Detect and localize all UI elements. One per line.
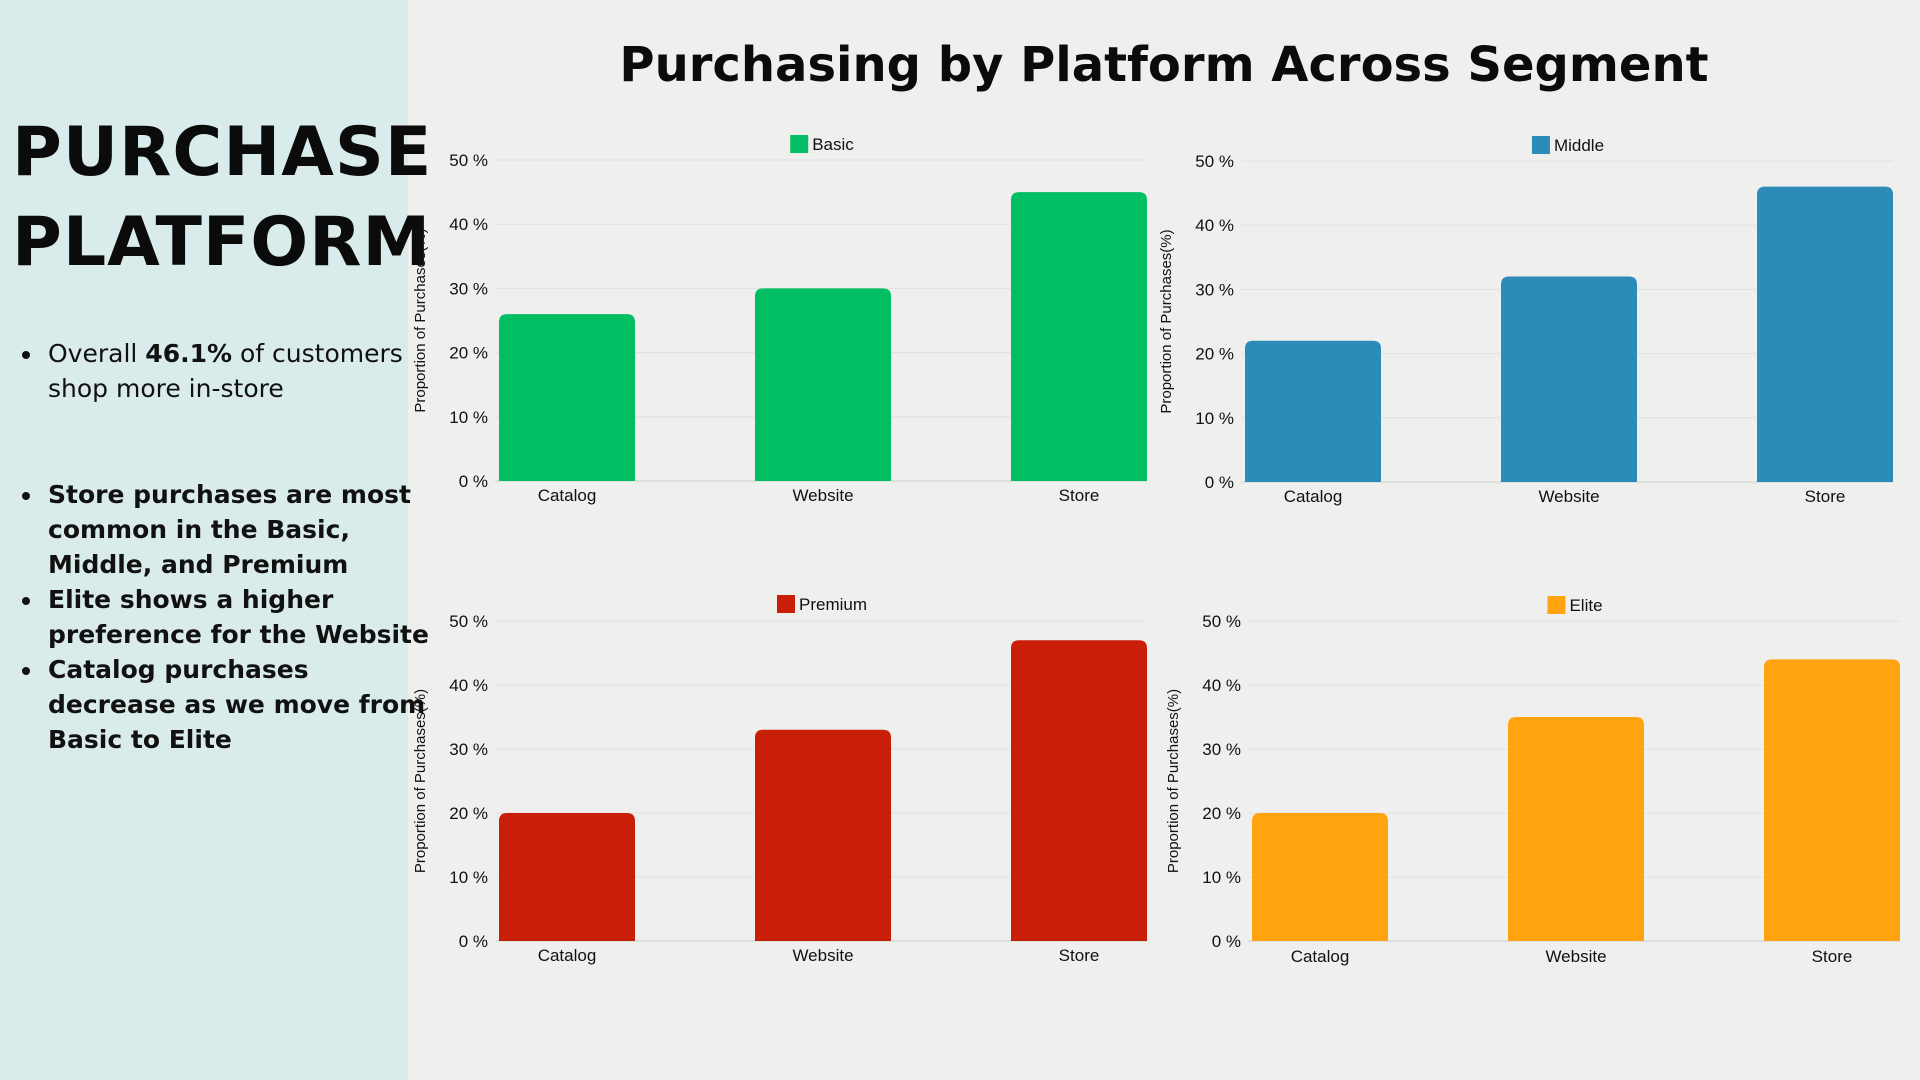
x-tick-label: Store — [1059, 486, 1100, 505]
y-tick-label: 0 % — [459, 932, 488, 951]
bar-website — [755, 288, 891, 481]
x-tick-label: Store — [1059, 946, 1100, 965]
y-tick-label: 50 % — [1195, 152, 1234, 171]
bar-website — [1501, 276, 1637, 482]
bar-store — [1764, 659, 1900, 941]
y-axis-label: Proportion of Purchases(%) — [412, 689, 429, 873]
insights-list: Store purchases are most common in the B… — [12, 477, 434, 757]
y-tick-label: 0 % — [459, 472, 488, 491]
x-tick-label: Catalog — [538, 486, 597, 505]
y-tick-label: 10 % — [449, 408, 488, 427]
x-tick-label: Catalog — [1291, 947, 1350, 966]
y-tick-label: 50 % — [449, 151, 488, 170]
legend-swatch — [1531, 136, 1550, 154]
y-tick-label: 40 % — [449, 676, 488, 695]
summary-prefix: Overall — [48, 339, 146, 368]
y-tick-label: 20 % — [1195, 345, 1234, 364]
summary-highlight: 46.1% — [145, 339, 233, 368]
summary-suffix: of customers shop more in-store — [48, 339, 403, 403]
insight-bullet: Catalog purchases decrease as we move fr… — [44, 652, 434, 757]
x-tick-label: Website — [792, 486, 853, 505]
legend-swatch — [1547, 596, 1566, 614]
y-tick-label: 40 % — [1195, 216, 1234, 235]
legend-label: Basic — [812, 135, 854, 154]
y-tick-label: 50 % — [449, 612, 488, 631]
y-tick-label: 50 % — [1202, 612, 1241, 631]
y-tick-label: 10 % — [1195, 409, 1234, 428]
y-tick-label: 30 % — [449, 740, 488, 759]
y-axis-label: Proportion of Purchases(%) — [1165, 689, 1182, 873]
legend-swatch — [790, 135, 809, 153]
bar-website — [755, 729, 891, 941]
summary-bullet: Overall 46.1% of customers shop more in-… — [44, 336, 434, 406]
x-tick-label: Store — [1812, 947, 1853, 966]
y-tick-label: 20 % — [449, 804, 488, 823]
y-tick-label: 40 % — [1202, 676, 1241, 695]
bar-catalog — [1252, 813, 1388, 941]
y-axis-label: Proportion of Purchases(%) — [1158, 229, 1175, 413]
y-tick-label: 30 % — [449, 279, 488, 298]
x-tick-label: Catalog — [1284, 487, 1343, 506]
page-title: Purchasing by Platform Across Segment — [619, 37, 1709, 93]
sidebar-title-line1: PURCHASE — [12, 113, 433, 192]
summary-list: Overall 46.1% of customers shop more in-… — [12, 336, 434, 406]
sidebar-panel: PURCHASE PLATFORM Overall 46.1% of custo… — [0, 0, 433, 1080]
x-tick-label: Store — [1805, 487, 1846, 506]
bar-store — [1757, 186, 1893, 482]
x-tick-label: Website — [1545, 947, 1606, 966]
legend-label: Elite — [1569, 596, 1602, 615]
y-tick-label: 30 % — [1202, 740, 1241, 759]
insight-bullet: Elite shows a higher preference for the … — [44, 582, 434, 652]
y-tick-label: 10 % — [449, 868, 488, 887]
legend-label: Premium — [799, 595, 867, 614]
legend-label: Middle — [1554, 136, 1604, 155]
bar-catalog — [1245, 340, 1381, 482]
y-tick-label: 0 % — [1205, 473, 1234, 492]
x-tick-label: Website — [792, 946, 853, 965]
y-tick-label: 20 % — [1202, 804, 1241, 823]
legend-swatch — [776, 595, 795, 613]
y-axis-label: Proportion of Purchases(%) — [412, 228, 429, 412]
y-tick-label: 40 % — [449, 215, 488, 234]
y-tick-label: 10 % — [1202, 868, 1241, 887]
insight-bullet: Store purchases are most common in the B… — [44, 477, 434, 582]
bar-catalog — [499, 314, 635, 481]
y-tick-label: 20 % — [449, 344, 488, 363]
bar-catalog — [499, 813, 635, 941]
y-tick-label: 30 % — [1195, 280, 1234, 299]
bar-website — [1508, 717, 1644, 941]
bar-store — [1011, 192, 1147, 481]
x-tick-label: Catalog — [538, 946, 597, 965]
sidebar-title: PURCHASE PLATFORM — [12, 108, 433, 288]
x-tick-label: Website — [1538, 487, 1599, 506]
sidebar-title-line2: PLATFORM — [12, 203, 432, 282]
bar-store — [1011, 640, 1147, 941]
y-tick-label: 0 % — [1212, 932, 1241, 951]
